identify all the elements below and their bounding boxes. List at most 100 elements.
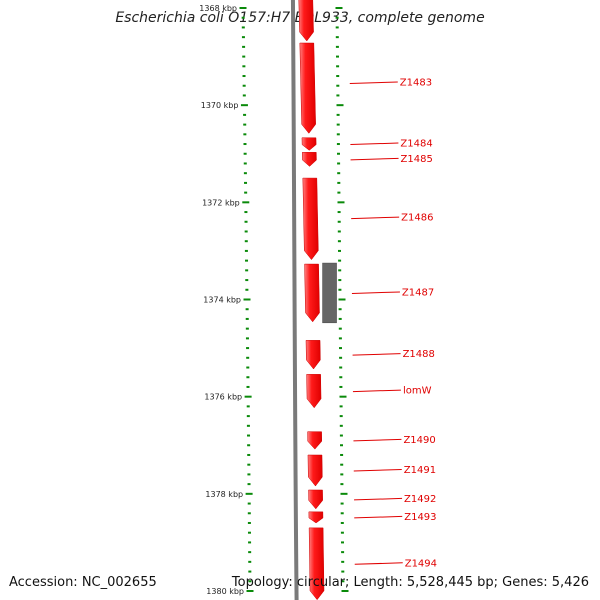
minor-tick-outer bbox=[246, 405, 250, 408]
major-tick-outer bbox=[245, 492, 253, 495]
minor-tick-inner bbox=[337, 162, 341, 165]
minor-tick-inner bbox=[339, 434, 343, 437]
minor-tick-inner bbox=[339, 376, 343, 379]
minor-tick-inner bbox=[337, 181, 341, 184]
major-tick-inner bbox=[338, 298, 346, 301]
minor-tick-inner bbox=[340, 444, 343, 447]
minor-tick-inner bbox=[338, 308, 342, 311]
minor-tick-inner bbox=[341, 560, 345, 563]
minor-tick-inner bbox=[339, 415, 343, 418]
gene-arrow bbox=[298, 0, 314, 42]
gene-label: Z1487 bbox=[402, 287, 434, 298]
minor-tick-inner bbox=[340, 453, 344, 456]
minor-tick-inner bbox=[337, 191, 341, 194]
gene-label-line bbox=[353, 438, 402, 442]
repeat-feature-block bbox=[322, 262, 337, 324]
gene-arrow bbox=[306, 374, 322, 409]
minor-tick-outer bbox=[246, 376, 250, 379]
gene-arrow bbox=[305, 340, 321, 370]
gene-label: Z1493 bbox=[404, 512, 436, 523]
minor-tick-inner bbox=[336, 65, 340, 68]
minor-tick-outer bbox=[245, 337, 249, 340]
minor-tick-outer bbox=[247, 463, 251, 466]
minor-tick-outer bbox=[245, 279, 249, 282]
genome-backbone bbox=[290, 0, 299, 600]
minor-tick-inner bbox=[341, 570, 345, 573]
minor-tick-outer bbox=[248, 570, 252, 573]
gene-arrow bbox=[308, 489, 323, 510]
minor-tick-inner bbox=[340, 502, 344, 505]
gene-label-line bbox=[351, 291, 400, 294]
minor-tick-outer bbox=[248, 580, 252, 583]
minor-tick-inner bbox=[335, 36, 339, 39]
gene-label: Z1485 bbox=[401, 154, 433, 165]
minor-tick-outer bbox=[243, 133, 247, 136]
inner-tick-track bbox=[335, 7, 349, 592]
topology-text: Topology: circular; Length: 5,528,445 bp… bbox=[231, 575, 589, 590]
gene-track bbox=[298, 0, 325, 600]
minor-tick-inner bbox=[335, 16, 339, 19]
minor-tick-outer bbox=[243, 143, 247, 146]
minor-tick-inner bbox=[340, 512, 344, 515]
minor-tick-inner bbox=[338, 269, 342, 272]
tick-label-layer: 1368 kbp 1370 kbp 1372 kbp 1374 kbp 1376 kbp… bbox=[199, 4, 244, 596]
gene-label: Z1483 bbox=[400, 78, 432, 89]
major-tick-inner bbox=[336, 104, 344, 107]
major-tick-inner bbox=[340, 492, 348, 495]
minor-tick-inner bbox=[339, 366, 343, 369]
gene-label: Z1491 bbox=[404, 465, 436, 476]
minor-tick-inner bbox=[337, 172, 341, 175]
gene-label-line bbox=[352, 353, 401, 356]
minor-tick-outer bbox=[245, 327, 249, 330]
minor-tick-outer bbox=[243, 152, 247, 155]
minor-tick-outer bbox=[244, 191, 248, 194]
gene-label: Z1486 bbox=[401, 213, 433, 224]
major-tick-outer bbox=[242, 201, 250, 204]
minor-tick-inner bbox=[337, 230, 341, 233]
gene-arrow bbox=[302, 152, 317, 167]
major-tick-outer bbox=[243, 298, 251, 301]
minor-tick-outer bbox=[247, 483, 251, 486]
minor-tick-outer bbox=[248, 560, 252, 563]
minor-tick-outer bbox=[241, 26, 245, 29]
gene-label: lomW bbox=[403, 386, 432, 397]
minor-tick-outer bbox=[246, 424, 250, 427]
gene-label-line bbox=[354, 562, 403, 565]
major-tick-outer bbox=[240, 104, 248, 107]
major-tick-inner bbox=[341, 590, 349, 592]
minor-tick-outer bbox=[243, 113, 247, 116]
minor-tick-outer bbox=[247, 473, 251, 476]
gene-label-line bbox=[352, 389, 401, 393]
major-tick-inner bbox=[337, 201, 345, 204]
gene-arrow bbox=[307, 431, 323, 450]
minor-tick-inner bbox=[339, 424, 343, 427]
minor-tick-inner bbox=[337, 211, 341, 214]
gene-label-line bbox=[350, 142, 399, 146]
gene-arrow bbox=[299, 42, 316, 134]
gene-label-layer: Z1483 Z1484 Z1485 Z1486 Z1487 Z1488 lomW Z1490 Z… bbox=[349, 78, 437, 569]
minor-tick-outer bbox=[243, 123, 247, 126]
minor-tick-inner bbox=[336, 123, 340, 126]
major-tick-inner bbox=[335, 7, 343, 9]
minor-tick-inner bbox=[337, 152, 340, 155]
minor-tick-inner bbox=[339, 405, 343, 408]
minor-tick-outer bbox=[242, 94, 246, 97]
minor-tick-outer bbox=[247, 531, 251, 534]
minor-tick-inner bbox=[341, 551, 345, 554]
minor-tick-inner bbox=[339, 347, 342, 350]
gene-label-line bbox=[351, 216, 400, 220]
gene-label: Z1492 bbox=[404, 494, 436, 505]
minor-tick-outer bbox=[248, 541, 252, 544]
minor-tick-inner bbox=[336, 143, 340, 146]
minor-tick-inner bbox=[335, 45, 339, 48]
minor-tick-inner bbox=[337, 240, 341, 243]
minor-tick-inner bbox=[340, 521, 344, 524]
minor-tick-inner bbox=[340, 463, 344, 466]
tick-label: 1380 kbp bbox=[206, 587, 244, 596]
gene-label-line bbox=[353, 469, 402, 472]
minor-tick-outer bbox=[241, 36, 245, 39]
minor-tick-outer bbox=[248, 551, 252, 554]
gene-label: Z1494 bbox=[405, 558, 437, 569]
minor-tick-inner bbox=[335, 26, 339, 29]
